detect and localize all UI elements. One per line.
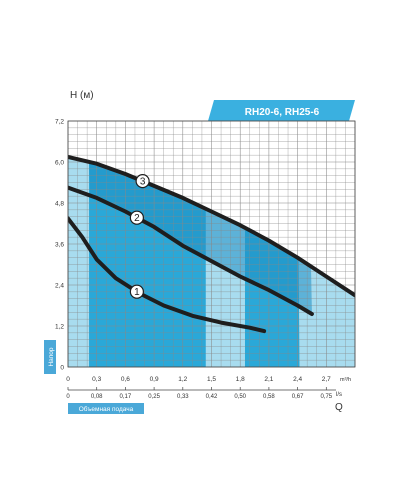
curve-1 <box>68 216 267 334</box>
x2-tick-label: 0,08 <box>91 394 103 400</box>
curve-marker-circle <box>135 174 150 189</box>
y-tick-label: 6,0 <box>55 160 64 167</box>
y-side-label: Напор <box>48 347 55 366</box>
x2-axis-letter: Q <box>335 402 343 413</box>
x-tick-label: 0,3 <box>92 376 101 383</box>
curve-markers: 1 2 3 <box>129 174 150 299</box>
x-tick-label: 2,7 <box>322 376 331 383</box>
x-side-label-box: Объемная подача <box>68 403 144 414</box>
curves <box>68 154 355 334</box>
curve-marker-3: 3 <box>135 174 150 189</box>
y-side-label-box: Напор <box>44 340 56 374</box>
y-tick-label: 0 <box>60 365 64 372</box>
x-tick-label: 1,2 <box>178 376 187 383</box>
x2-tick-label: 0,33 <box>177 394 189 400</box>
x-tick-label: 0,6 <box>121 376 130 383</box>
curve-2 <box>68 185 314 316</box>
x2-tick-label: 0,58 <box>263 394 275 400</box>
x-side-label: Объемная подача <box>79 405 134 413</box>
curve-marker-circle <box>129 210 144 225</box>
curve-marker-2: 2 <box>129 210 144 225</box>
x-tick-label: 0,9 <box>150 376 159 383</box>
x-axis-unit: m³/h <box>340 377 351 383</box>
x2-tick-label: 0,17 <box>120 394 132 400</box>
plot-frame <box>67 120 356 368</box>
curve-marker-1: 1 <box>129 284 144 299</box>
x2-tick-label: 0 <box>66 394 70 400</box>
y-side-label-bg <box>44 340 56 374</box>
x2-tick-label: 0,42 <box>206 394 218 400</box>
curve-marker-label: 3 <box>140 177 146 188</box>
y-tick-labels: 0 1,2 2,4 3,6 4,8 6,0 7,2 <box>55 119 64 372</box>
x2-tick-label: 0,25 <box>148 394 160 400</box>
x-tick-labels: 0 0,3 0,6 0,9 1,2 1,5 1,8 2,1 2,4 2,7 <box>66 376 331 383</box>
y-axis-label: H (м) <box>70 90 94 101</box>
x2-tick-label: 0,75 <box>320 394 332 400</box>
chart-title: RH20-6, RH25-6 <box>245 107 320 118</box>
y-tick-label: 2,4 <box>55 283 64 290</box>
curve-marker-label: 2 <box>134 213 140 224</box>
x2-tick-label: 0,67 <box>292 394 304 400</box>
title-banner: RH20-6, RH25-6 <box>208 100 355 121</box>
y-tick-label: 3,6 <box>55 242 64 249</box>
y-tick-label: 1,2 <box>55 324 64 331</box>
mid-band <box>89 161 312 315</box>
x-tick-label: 0 <box>66 376 70 383</box>
y-tick-label: 4,8 <box>55 201 64 208</box>
x-tick-label: 1,8 <box>236 376 245 383</box>
x-tick-label: 1,5 <box>207 376 216 383</box>
y-tick-label: 7,2 <box>55 119 64 126</box>
curve-marker-circle <box>129 284 144 299</box>
x2-axis-unit: l/s <box>336 392 342 398</box>
curve-3 <box>68 154 355 298</box>
x-tick-label: 2,4 <box>293 376 302 383</box>
x2-ticks <box>67 387 327 390</box>
curve-marker-label: 1 <box>134 287 140 298</box>
x-tick-label: 2,1 <box>264 376 273 383</box>
x-side-label-bg <box>68 403 144 414</box>
x2-tick-labels: 0 0,08 0,17 0,25 0,33 0,42 0,50 0,58 0,67 0,75 <box>66 394 332 400</box>
title-banner-shape <box>208 100 355 121</box>
x2-tick-label: 0,50 <box>234 394 246 400</box>
